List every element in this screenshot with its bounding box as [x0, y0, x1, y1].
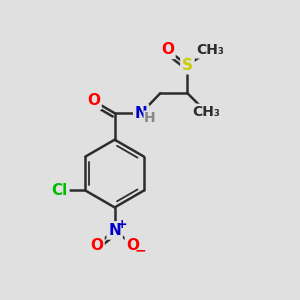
Text: N: N — [135, 106, 148, 121]
Text: H: H — [144, 111, 156, 125]
Text: O: O — [161, 42, 174, 57]
Text: N: N — [108, 223, 121, 238]
Text: +: + — [117, 218, 127, 231]
Text: O: O — [126, 238, 140, 253]
Text: CH₃: CH₃ — [193, 105, 220, 119]
Text: Cl: Cl — [52, 183, 68, 198]
Text: O: O — [87, 93, 100, 108]
Text: S: S — [182, 58, 193, 73]
Text: O: O — [90, 238, 103, 253]
Text: CH₃: CH₃ — [196, 43, 224, 57]
Text: −: − — [134, 243, 146, 257]
